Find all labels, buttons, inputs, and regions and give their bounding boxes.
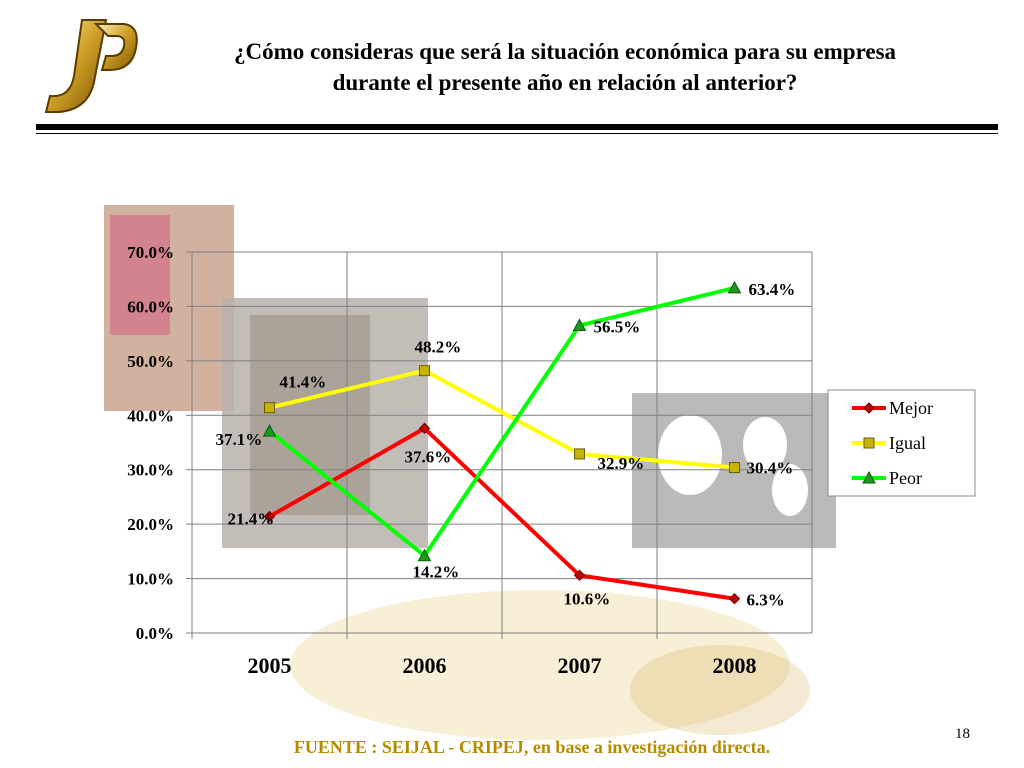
data-point-mejor [263,510,276,523]
background-images [104,205,836,740]
legend-marker-igual [863,437,875,449]
y-tick-label: 30.0% [127,461,174,480]
x-axis-ticks: 2005 2006 2007 2008 [191,633,757,678]
data-point-mejor [728,593,741,605]
data-point-igual [729,462,740,474]
y-tick-label: 20.0% [127,515,174,534]
slide-title-line-2: durante el presente año en relación al a… [332,70,798,95]
legend-marker-mejor [863,402,875,414]
data-point-peor [417,548,432,562]
y-tick-label: 0.0% [136,624,174,643]
slide-number: 18 [955,726,970,742]
x-tick-label: 2007 [558,653,602,678]
y-tick-label: 40.0% [127,406,174,425]
data-label-peor: 63.4% [749,280,796,299]
slide-title-line-1: ¿Cómo consideras que será la situación e… [233,39,897,64]
jp-logo-icon [44,19,138,113]
data-label-igual: 48.2% [415,338,462,357]
data-label-mejor: 21.4% [228,510,275,529]
series-layer [262,280,742,605]
y-tick-label: 60.0% [127,297,174,316]
y-tick-label: 50.0% [127,352,174,371]
gridlines [192,251,813,633]
data-label-peor: 14.2% [413,563,460,582]
data-label-igual: 32.9% [598,454,645,473]
data-point-igual [419,365,430,377]
data-point-peor [727,280,742,294]
y-tick-label: 70.0% [127,243,174,262]
chart-legend: Mejor Igual Peor [827,389,976,497]
legend-label-peor: Peor [889,468,922,488]
x-tick-label: 2008 [713,653,757,678]
series-line-mejor [268,426,735,601]
series-line-igual [269,368,735,470]
data-label-peor: 37.1% [216,430,263,449]
data-point-mejor [573,569,586,582]
legend-label-igual: Igual [889,433,926,453]
series-line-peor [268,285,735,558]
data-point-igual [264,402,275,414]
title-divider-thin [36,133,998,134]
plot-area: 0.0%10.0%20.0%30.0%40.0%50.0%60.0%70.0% … [127,243,813,678]
slide-title: ¿Cómo consideras que será la situación e… [140,36,990,98]
data-label-igual: 41.4% [280,373,327,392]
data-label-mejor: 6.3% [747,591,785,610]
y-tick-label: 10.0% [127,570,174,589]
data-point-mejor [418,422,431,435]
y-axis-ticks: 0.0% 10.0% 20.0% 30.0% 40.0% 50.0% 60.0% 70.0% [127,243,192,643]
legend-marker-peor [862,470,876,484]
x-tick-label: 2006 [403,653,447,678]
data-point-igual [574,448,585,460]
data-label-peor: 56.5% [594,317,641,336]
data-labels: 21.4% 37.6% 10.6% 6.3% 41.4% 48.2% 32.9% 30.4% 3… [216,280,796,610]
data-label-mejor: 10.6% [564,589,611,608]
legend-label-mejor: Mejor [889,398,933,418]
x-tick-label: 2005 [248,653,292,678]
data-point-peor [572,318,587,331]
data-point-peor [262,424,277,437]
title-divider-thick [36,124,998,130]
data-label-mejor: 37.6% [405,447,452,466]
source-note: FUENTE : SEIJAL - CRIPEJ, en base a inve… [293,737,771,757]
data-label-igual: 30.4% [747,459,794,478]
